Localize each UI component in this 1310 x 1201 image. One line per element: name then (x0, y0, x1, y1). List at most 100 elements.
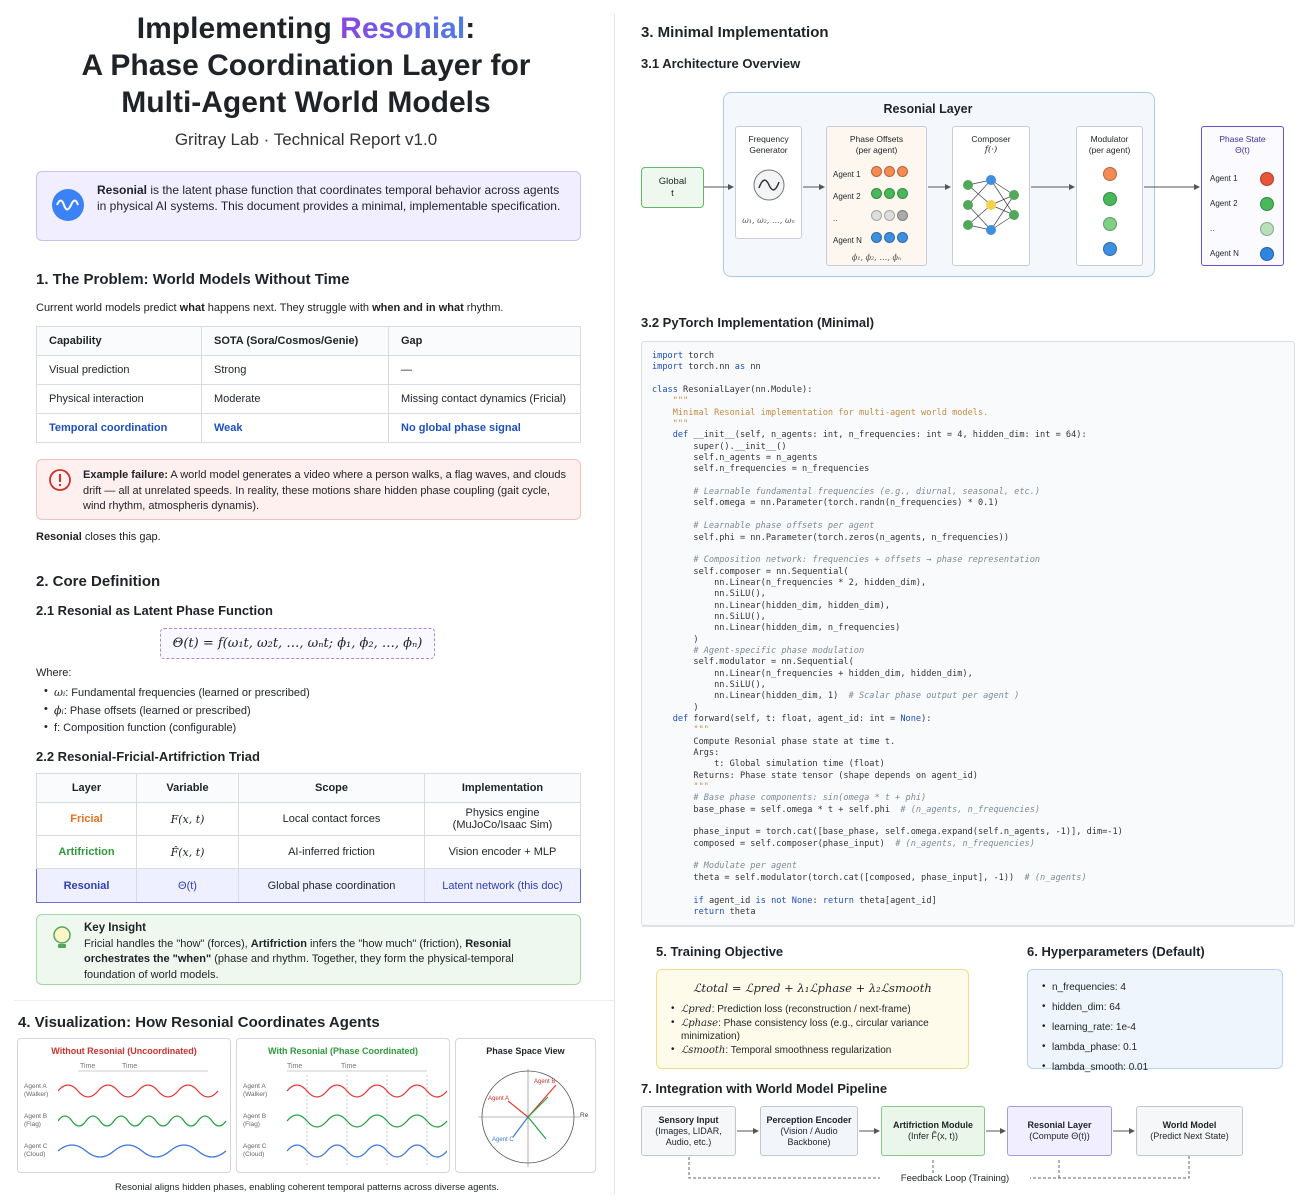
section-2-title: 2. Core Definition (36, 573, 161, 590)
list-item: ℒpred: Prediction loss (reconstruction /… (671, 1003, 954, 1017)
table-cell: Visual prediction (36, 355, 202, 385)
list-item: ℒsmooth: Temporal smoothness regularizat… (671, 1044, 954, 1058)
pytorch-code-block: import torch import torch.nn as nn class … (641, 341, 1295, 926)
section-4-title: 4. Visualization: How Resonial Coordinat… (18, 1014, 380, 1031)
list-item: learning_rate: 1e-4 (1042, 1019, 1268, 1036)
section-2-1-title: 2.1 Resonial as Latent Phase Function (36, 603, 273, 618)
code-line: Minimal Resonial implementation for mult… (652, 407, 989, 418)
code-line: def forward(self, t: float, agent_id: in… (672, 714, 932, 724)
sine-icon (753, 169, 784, 201)
table-row: Fricial F(x, t) Local contact forces Phy… (36, 802, 581, 836)
section-5-title: 5. Training Objective (656, 944, 784, 959)
triad-table: Layer Variable Scope Implementation Fric… (36, 773, 581, 903)
agent-offsets: Agent 1 Agent 2 .. Agent N (827, 164, 926, 252)
intro-bold: Resonial (97, 183, 148, 197)
code-line: base_phase = self.omega * t + self.phi #… (652, 804, 1041, 815)
table-header: Scope (238, 773, 425, 803)
phase-label: Agent B (534, 1079, 556, 1085)
hyperparam-list: n_frequencies: 4 hidden_dim: 64 learning… (1042, 979, 1268, 1076)
capability-table: Capability SOTA (Sora/Cosmos/Genie) Gap … (36, 326, 581, 443)
section-6-title: 6. Hyperparameters (Default) (1027, 944, 1205, 959)
triad-layer-fricial: Fricial (36, 802, 137, 836)
code-line (652, 850, 1284, 861)
definition-list: ωᵢ: Fundamental frequencies (learned or … (44, 685, 444, 739)
viz-title: Without Resonial (Uncoordinated) (51, 1046, 197, 1056)
table-header: Layer (36, 773, 137, 803)
code-line: ) (652, 634, 699, 645)
code-line: """ (652, 419, 689, 430)
uncoordinated-waves (58, 1070, 227, 1158)
section-3-2-title: 3.2 PyTorch Implementation (Minimal) (641, 315, 875, 330)
table-cell: Global phase coordination (238, 868, 425, 903)
code-line: class ResonialLayer(nn.Module): (652, 385, 813, 396)
phase-offsets-label: Phase Offsets (849, 134, 904, 144)
code-line: nn.Linear(hidden_dim, 1) # Scalar phase … (652, 691, 1020, 702)
code-line (652, 816, 1284, 827)
table-header: Variable (136, 773, 239, 803)
code-line: return theta (693, 906, 756, 917)
table-cell: Latent network (this doc) (424, 868, 581, 903)
table-cell: Weak (201, 413, 389, 443)
section-3-title: 3. Minimal Implementation (641, 24, 829, 41)
code-line: # Base phase components: sin(omega * t +… (652, 793, 927, 804)
table-header: SOTA (Sora/Cosmos/Genie) (201, 326, 389, 356)
code-line: nn.SiLU(), (652, 589, 766, 600)
time-label: Time (122, 1063, 138, 1070)
list-item: ϕᵢ: Phase offsets (learned or prescribed… (44, 703, 444, 717)
list-item: hidden_dim: 64 (1042, 999, 1268, 1016)
pipeline-artifriction-module: Artifriction Module (Infer F̂(x, t)) (881, 1106, 985, 1156)
code-line: """ (652, 782, 709, 793)
phase-axis-label: Re (580, 1112, 589, 1119)
per-agent-label: (per agent) (1088, 145, 1131, 155)
code-line: nn.SiLU(), (652, 679, 766, 690)
table-row: Visual prediction Strong — (36, 355, 581, 385)
viz-coordinated: With Resonial (Phase Coordinated) Time T… (236, 1038, 450, 1173)
code-line (652, 374, 1284, 385)
code-line (652, 510, 1284, 521)
training-objective-box: ℒtotal = ℒpred + λ₁ℒphase + λ₂ℒsmooth ℒp… (656, 969, 969, 1069)
code-line: ) (652, 702, 699, 713)
viz-phase-space: Phase Space View Agent A Agent B Agent C… (455, 1038, 596, 1173)
where-label: Where: (36, 667, 72, 679)
table-cell: F(x, t) (136, 802, 239, 836)
code-line: Returns: Phase state tensor (shape depen… (652, 770, 978, 781)
feedback-loop-label: Feedback Loop (Training) (880, 1173, 1030, 1184)
list-item: lambda_phase: 0.1 (1042, 1039, 1268, 1056)
failure-callout: Example failure: A world model generates… (36, 459, 581, 520)
phase-formula: Θ(t) = f(ω₁t, ω₂t, …, ωₙt; ϕ₁, ϕ₂, …, ϕₙ… (160, 628, 435, 659)
modulator-label: Modulator (1090, 134, 1129, 144)
code-line: # Agent-specific phase modulation (652, 645, 865, 656)
code-line: nn.Linear(hidden_dim, n_frequencies) (652, 623, 901, 634)
closes-gap: Resonial closes this gap. (36, 531, 161, 543)
table-cell: — (388, 355, 581, 385)
code-line: Args: (652, 748, 720, 759)
code-line: self.n_agents = n_agents (652, 453, 818, 464)
section-1-lead: Current world models predict what happen… (36, 302, 504, 314)
alert-icon (49, 469, 71, 491)
phase-space-plot (478, 1069, 580, 1167)
pipeline-sensory-input: Sensory Input (Images, LIDAR, Audio, etc.… (641, 1106, 736, 1156)
table-row: Physical interaction Moderate Missing co… (36, 384, 581, 414)
code-line: self.phi = nn.Parameter(torch.zeros(n_ag… (652, 532, 1009, 543)
table-cell: Vision encoder + MLP (424, 835, 581, 869)
code-line: # Composition network: frequencies + off… (652, 555, 1041, 566)
list-item: lambda_smooth: 0.01 (1042, 1059, 1268, 1076)
hyperparams-box: n_frequencies: 4 hidden_dim: 64 learning… (1027, 969, 1283, 1075)
table-cell: Physics engine (MuJoCo/Isaac Sim) (424, 802, 581, 836)
agent-label: Agent B (Flag) (243, 1113, 267, 1128)
table-row-highlight: Temporal coordination Weak No global pha… (36, 413, 581, 443)
viz-title: With Resonial (Phase Coordinated) (268, 1046, 418, 1056)
list-item: ωᵢ: Fundamental frequencies (learned or … (44, 685, 444, 699)
time-label: Time (80, 1063, 96, 1070)
time-label: Time (287, 1063, 303, 1070)
code-line: nn.Linear(n_frequencies * 2, hidden_dim)… (652, 577, 927, 588)
code-line: # Learnable phase offsets per agent (652, 521, 875, 532)
agent-label: Agent C (Cloud) (243, 1143, 267, 1158)
phase-label: Agent C (492, 1137, 514, 1143)
per-agent-label: (per agent) (855, 145, 898, 155)
freq-gen-label: Frequency Generator (748, 134, 789, 155)
layer-title: Resonial Layer (883, 102, 973, 116)
viz-caption: Resonial aligns hidden phases, enabling … (115, 1182, 499, 1193)
list-item: n_frequencies: 4 (1042, 979, 1268, 996)
code-line: Compute Resonial phase state at time t. (652, 736, 896, 747)
